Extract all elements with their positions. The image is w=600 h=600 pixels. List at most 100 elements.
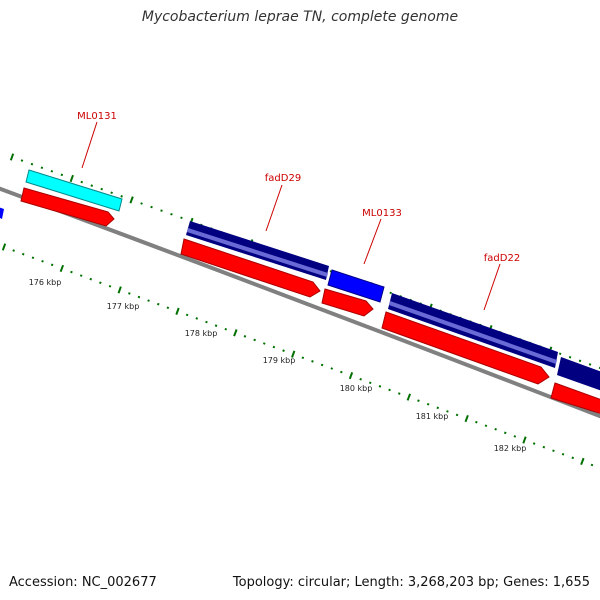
inner-ring-minor-tick [330,367,334,370]
inner-ring-major-tick [117,286,122,294]
label-fadd29[interactable]: fadD29 [265,173,301,184]
outer-ring-minor-tick [170,212,173,216]
scale-label-180: 180 kbp [340,384,373,393]
inner-ring-minor-tick [156,302,160,306]
inner-ring-minor-tick [571,456,575,460]
feature-labels: ML0131 fadD29 ML0133 fadD22 [77,111,520,264]
inner-ring-minor-tick [320,363,324,367]
outer-ring-minor-tick [160,209,163,212]
inner-ring-minor-tick [311,360,314,363]
inner-ring-minor-tick [388,388,391,392]
inner-ring-minor-tick [532,442,536,445]
inner-ring-major-tick [406,393,412,401]
inner-ring-major-tick [59,264,65,273]
scale-labels: 176 kbp 177 kbp 178 kbp 179 kbp 180 kbp … [29,278,527,453]
inner-ring-minor-tick [513,435,517,438]
inner-ring-minor-tick [89,277,93,281]
gene-fadd29-stripe [187,228,328,277]
cds-ml0133[interactable] [321,288,374,317]
inner-ring-minor-tick [108,285,112,288]
cds-ml0131[interactable] [20,187,115,227]
cds-fadd29[interactable] [180,238,321,298]
outer-ring-minor-tick [578,359,582,363]
genome-summary: Topology: circular; Length: 3,268,203 bp… [232,575,590,590]
scale-label-176: 176 kbp [29,278,62,287]
outer-ring-minor-tick [30,162,34,166]
outer-ring-major-tick [129,196,134,204]
inner-ring-minor-tick [166,306,170,310]
inner-ring-minor-tick [205,320,208,324]
inner-ring-minor-tick [426,402,430,406]
label-ml0131[interactable]: ML0131 [77,111,117,122]
scale-label-178: 178 kbp [185,329,218,338]
outer-ring-minor-tick [40,166,44,170]
inner-ring-minor-tick [185,313,189,317]
scale-label-182: 182 kbp [494,444,527,453]
scale-label-181: 181 kbp [416,412,449,421]
inner-ring-minor-tick [12,249,15,252]
inner-ring-minor-tick [79,274,83,277]
inner-ring-minor-tick [561,452,565,456]
inner-ring-minor-tick [503,431,507,435]
outer-ring-minor-tick [180,216,183,220]
label-fadd22[interactable]: fadD22 [484,253,520,264]
inner-ring-minor-tick [552,449,555,452]
inner-ring-minor-tick [590,463,594,467]
label-ml0133[interactable]: ML0133 [362,208,402,219]
gene-ml0133[interactable] [327,269,385,303]
inner-ring-minor-tick [378,385,382,388]
inner-ring-major-tick [233,329,238,337]
gene-dark-partial[interactable] [557,357,600,391]
inner-tick-ring [1,243,594,467]
inner-ring-major-tick [1,243,7,251]
inner-ring-minor-tick [455,413,459,417]
inner-ring-major-tick [175,307,180,315]
outer-ring-minor-tick [80,180,84,184]
gene-ml0131[interactable] [25,169,123,212]
inner-ring-minor-tick [253,338,256,342]
outer-ring-minor-tick [389,291,392,295]
inner-ring-minor-tick [214,324,218,327]
outer-ring-minor-tick [20,159,24,162]
map-title: Mycobacterium leprae TN, complete genome [141,9,459,25]
inner-ring-minor-tick [368,381,372,385]
inner-ring-minor-tick [397,392,401,395]
outer-ring-minor-tick [120,195,123,198]
outer-ring-major-tick [69,174,74,183]
feature-track [0,169,600,414]
inner-ring-minor-tick [147,299,150,302]
outer-ring-minor-tick [329,270,333,273]
inner-ring-minor-tick [137,295,141,299]
cds-fadd22[interactable] [381,311,550,385]
inner-ring-minor-tick [484,424,488,427]
outer-ring-minor-tick [568,355,572,359]
inner-ring-minor-tick [301,356,305,360]
inner-ring-minor-tick [195,317,199,320]
inner-ring-minor-tick [41,260,44,263]
outer-ring-minor-tick [588,363,592,366]
outer-ring-minor-tick [558,352,562,355]
inner-ring-major-tick [580,457,585,466]
outer-ring-minor-tick [140,202,143,205]
inner-ring-minor-tick [21,252,25,256]
inner-ring-major-tick [522,436,527,444]
inner-ring-minor-tick [542,445,546,449]
outer-ring-minor-tick [100,187,103,191]
outer-ring-minor-tick [90,184,94,187]
gene-fadd22-stripe [389,301,557,364]
inner-ring-minor-tick [224,327,228,331]
inner-ring-minor-tick [70,270,73,274]
inner-ring-major-tick [464,414,469,423]
cds-partial[interactable] [550,382,600,414]
inner-ring-minor-tick [282,349,285,352]
inner-ring-minor-tick [340,370,343,374]
accession-text: Accession: NC_002677 [9,575,157,590]
gene-blue-partial[interactable] [0,207,4,219]
outer-ring-minor-tick [150,205,153,209]
inner-ring-major-tick [348,372,354,380]
inner-ring-minor-tick [446,410,449,413]
inner-ring-minor-tick [50,263,54,267]
outer-ring-minor-tick [60,173,64,177]
scale-label-179: 179 kbp [263,356,296,365]
